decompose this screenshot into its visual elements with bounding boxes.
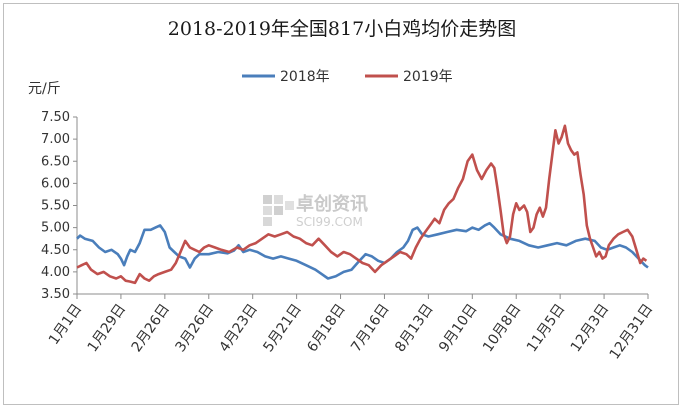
x-tick-label: 8月13日 xyxy=(392,301,437,355)
x-tick-label: 12月31日 xyxy=(607,301,657,362)
series-line-2018 xyxy=(76,221,649,280)
legend: 2018年 2019年 xyxy=(242,69,453,85)
x-tick-label: 2月26日 xyxy=(129,301,174,355)
x-tick-label: 9月10日 xyxy=(436,301,481,355)
x-tick-label: 1月1日 xyxy=(46,301,85,348)
y-tick-label: 5.50 xyxy=(41,199,70,214)
x-tick-label: 7月16日 xyxy=(348,301,393,355)
series-line-2019 xyxy=(76,124,648,285)
y-tick-label: 3.50 xyxy=(41,287,70,302)
axes: 3.50 4.00 4.50 5.00 5.50 6.00 6.50 7.00 7.50 1月1日… xyxy=(41,110,656,362)
x-tick-label: 4月23日 xyxy=(216,301,261,355)
watermark-text: 卓创资讯 xyxy=(296,193,368,215)
y-tick-label: 4.50 xyxy=(41,243,70,258)
watermark: 卓创资讯 SCI99.COM xyxy=(263,193,368,229)
legend-label: 2018年 xyxy=(280,69,330,85)
y-tick-label: 7.50 xyxy=(41,110,70,125)
x-tick-label: 1月29日 xyxy=(85,301,130,355)
watermark-logo-icon xyxy=(263,195,294,226)
watermark-subtext: SCI99.COM xyxy=(296,215,363,229)
chart-frame: 2018-2019年全国817小白鸡均价走势图 2018年 2019年 元/斤 卓… xyxy=(3,3,679,405)
x-tick-label: 3月26日 xyxy=(173,301,218,355)
y-tick-label: 4.00 xyxy=(41,265,70,280)
legend-label: 2019年 xyxy=(403,69,453,85)
x-tick-label: 11月5日 xyxy=(524,301,569,355)
y-tick-label: 7.00 xyxy=(41,132,70,147)
x-tick-label: 6月18日 xyxy=(304,301,349,355)
line-chart: 2018-2019年全国817小白鸡均价走势图 2018年 2019年 元/斤 卓… xyxy=(28,18,656,362)
series-layer xyxy=(76,124,649,285)
y-tick-label: 6.00 xyxy=(41,176,70,191)
y-tick-label: 6.50 xyxy=(41,154,70,169)
x-tick-label: 12月3日 xyxy=(568,301,613,355)
y-axis-unit-label: 元/斤 xyxy=(28,81,61,97)
x-tick-label: 5月21日 xyxy=(260,301,305,355)
chart-title: 2018-2019年全国817小白鸡均价走势图 xyxy=(168,18,516,40)
y-tick-label: 5.00 xyxy=(41,221,70,236)
x-tick-label: 10月8日 xyxy=(480,301,525,355)
